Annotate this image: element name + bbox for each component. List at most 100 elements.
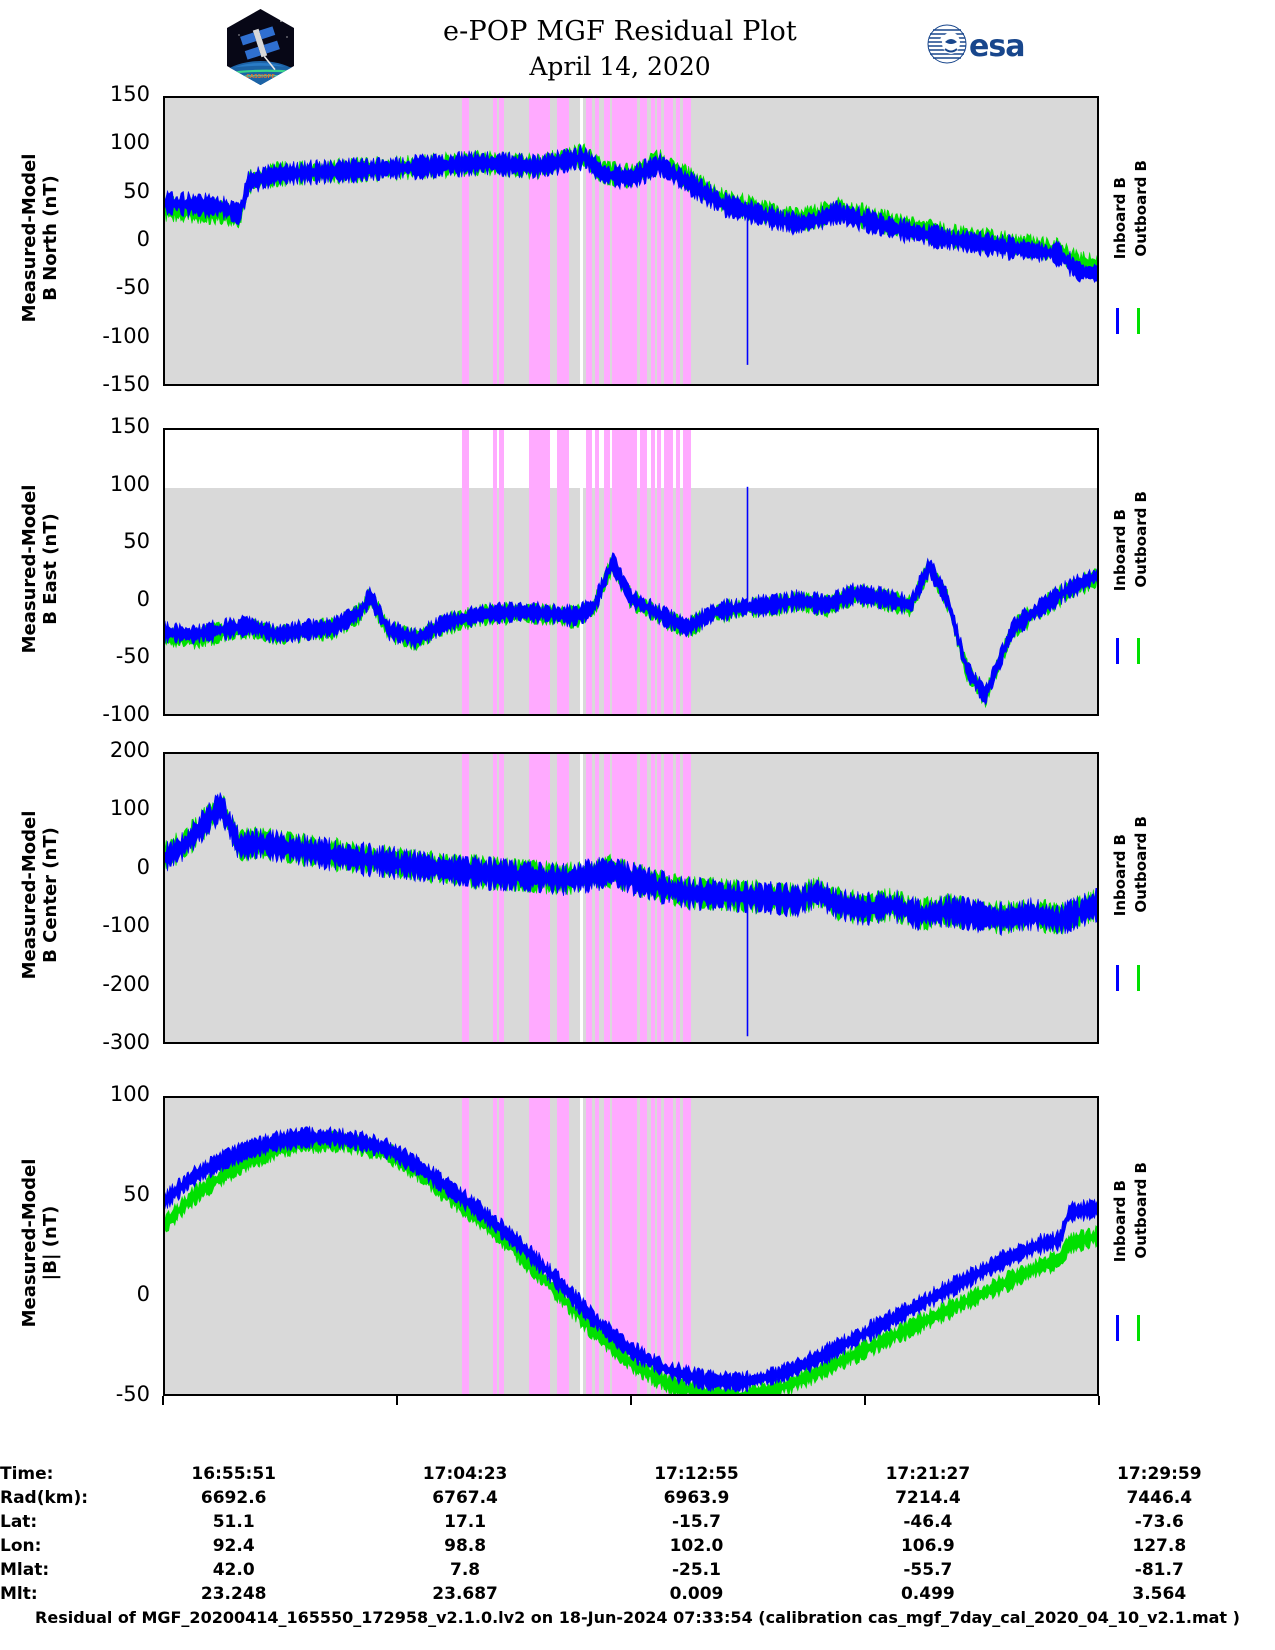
title-primary: e-POP MGF Residual Plot <box>443 16 797 47</box>
y-tick-label: 100 <box>109 130 150 155</box>
legend-swatch-inboard <box>1116 638 1119 665</box>
plot-area-b-magnitude[interactable] <box>163 1096 1099 1396</box>
y-tick-label: 100 <box>109 796 150 821</box>
title-date: April 14, 2020 <box>529 52 711 81</box>
data-flag-band <box>650 430 655 714</box>
table-cell: -15.7 <box>671 1512 721 1532</box>
y-tick-label: 0 <box>136 227 150 251</box>
footer-provenance-text: Residual of MGF_20200414_165550_172958_v… <box>35 1608 1240 1627</box>
y-tick-label: 0 <box>136 1282 150 1306</box>
traces-b-center <box>165 754 1097 1042</box>
data-flag-band <box>603 98 610 384</box>
trace-inboard-b <box>165 552 1097 706</box>
table-cell: 17.1 <box>444 1512 487 1532</box>
data-flag-band <box>682 1098 692 1394</box>
event-marker-line <box>579 1098 583 1394</box>
data-flag-band <box>663 1098 674 1394</box>
y-tick-label: 50 <box>123 1182 150 1206</box>
legend-label-outboard: Outboard B <box>1132 1162 1150 1259</box>
y-tick-label: 0 <box>136 586 150 611</box>
esa-logo-icon: esa <box>925 22 1045 66</box>
trace-inboard-b <box>165 792 1097 937</box>
y-tick-label: -50 <box>115 1382 150 1406</box>
data-flag-band <box>640 754 648 1042</box>
ephemeris-table: Time: 16:55:51 17:04:23 17:12:55 17:21:27 17:… <box>0 1462 1275 1606</box>
data-flag-band <box>499 98 504 384</box>
legend-label-inboard: Inboard B <box>1111 1180 1129 1263</box>
data-flag-band <box>461 1098 470 1394</box>
x-axis-tick <box>630 1396 632 1405</box>
data-flag-band <box>676 1098 680 1394</box>
y-tick-label: -50 <box>115 644 150 669</box>
data-flag-band <box>492 430 498 714</box>
table-cell: 23.687 <box>432 1584 498 1604</box>
data-flag-band <box>461 430 470 714</box>
y-axis-title-line2: |B| (nT) <box>40 1205 61 1281</box>
data-flag-band <box>461 754 470 1042</box>
data-flag-band <box>663 430 674 714</box>
data-flag-band <box>682 430 692 714</box>
table-cell: 23.248 <box>200 1584 267 1604</box>
table-cell: 42.0 <box>212 1560 255 1580</box>
table-cell: 17:21:27 <box>885 1464 971 1484</box>
table-row-label: Mlat: <box>0 1560 50 1580</box>
table-cell: 7.8 <box>450 1560 481 1580</box>
table-cell: 106.9 <box>900 1536 955 1556</box>
table-row-label: Rad(km): <box>0 1488 89 1508</box>
legend-swatch-inboard <box>1116 307 1119 334</box>
mission-logo-caption: CASSIOPE <box>246 74 275 80</box>
legend-swatch-outboard <box>1137 965 1140 992</box>
data-flag-band <box>657 430 662 714</box>
traces-b-east <box>165 430 1097 714</box>
table-row: Rad(km): 6692.6 6767.4 6963.9 7214.4 7446.4 <box>0 1486 1275 1510</box>
ephemeris-table-grid: Time: 16:55:51 17:04:23 17:12:55 17:21:27 17:… <box>0 1462 1275 1606</box>
legend-swatch-outboard <box>1137 307 1140 334</box>
data-flag-band <box>586 430 592 714</box>
data-flag-band <box>676 430 680 714</box>
table-row: Time: 16:55:51 17:04:23 17:12:55 17:21:27 17:… <box>0 1462 1275 1486</box>
data-flag-band <box>586 98 592 384</box>
data-flag-band <box>529 754 550 1042</box>
table-cell: 16:55:51 <box>191 1464 276 1484</box>
data-flag-band <box>594 754 600 1042</box>
y-tick-label: 150 <box>109 414 150 438</box>
table-row: Mlt: 23.248 23.687 0.009 0.499 3.564 <box>0 1582 1275 1606</box>
y-tick-label: 100 <box>109 1082 150 1106</box>
table-row: Lat: 51.1 17.1 -15.7 -46.4 -73.6 <box>0 1510 1275 1534</box>
data-flag-band <box>557 1098 570 1394</box>
table-cell: 51.1 <box>212 1512 255 1532</box>
y-tick-label: 100 <box>109 471 150 496</box>
data-flag-band <box>603 754 610 1042</box>
data-flag-band <box>676 98 680 384</box>
traces-b-magnitude <box>165 1098 1097 1394</box>
data-flag-band <box>557 430 570 714</box>
data-flag-band <box>586 1098 592 1394</box>
data-flag-band <box>612 754 637 1042</box>
y-axis-title-line1: Measured-Model <box>19 1158 40 1328</box>
traces-b-north <box>165 98 1097 384</box>
table-cell: 17:12:55 <box>654 1464 739 1484</box>
data-flag-band <box>640 430 648 714</box>
data-flag-band <box>499 754 504 1042</box>
data-flag-band <box>492 1098 498 1394</box>
plot-area-b-center[interactable] <box>163 752 1099 1044</box>
x-axis-tick <box>864 1396 866 1405</box>
event-marker-line <box>579 754 583 1042</box>
plot-area-b-north[interactable] <box>163 96 1099 386</box>
y-tick-label: 150 <box>109 82 150 106</box>
y-tick-label: 0 <box>136 854 150 879</box>
data-flag-band <box>499 430 504 714</box>
legend-swatch-outboard <box>1137 1315 1140 1341</box>
svg-text:esa: esa <box>969 29 1024 64</box>
x-axis-tick <box>1098 1396 1100 1405</box>
data-flag-band <box>492 754 498 1042</box>
plot-area-b-east[interactable] <box>163 428 1099 716</box>
data-flag-band <box>586 754 592 1042</box>
cassiope-mission-patch-icon: CASSIOPE <box>223 7 298 87</box>
data-flag-band <box>657 1098 662 1394</box>
table-row-label: Mlt: <box>0 1584 38 1604</box>
y-tick-label: -100 <box>102 702 150 726</box>
y-axis-title-b-magnitude: Measured-Model |B| (nT) <box>19 1093 61 1393</box>
